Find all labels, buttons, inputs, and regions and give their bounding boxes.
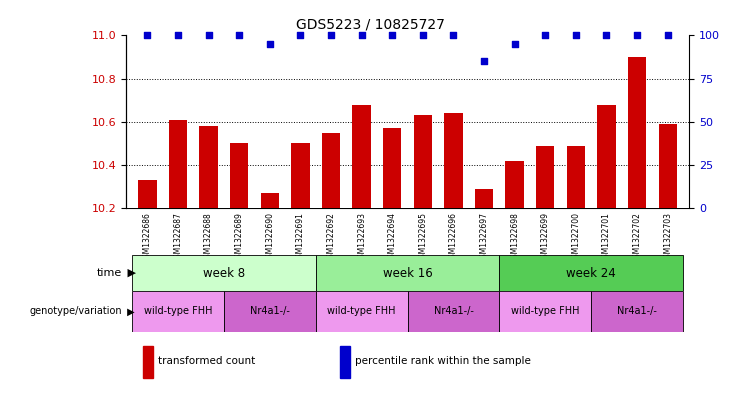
Text: Nr4a1-/-: Nr4a1-/- [433,307,473,316]
Bar [199,126,218,208]
Bar [143,346,153,378]
Bar [628,57,646,208]
Text: genotype/variation: genotype/variation [30,307,122,316]
Point [417,32,429,39]
Bar [445,113,462,208]
Point [509,41,521,47]
Text: week 16: week 16 [382,266,433,280]
Point [203,32,215,39]
Text: GSM1322692: GSM1322692 [327,212,336,263]
Point [662,32,674,39]
Point [142,32,153,39]
Bar [413,115,432,208]
Bar [132,255,316,291]
Bar [261,193,279,208]
Point [600,32,612,39]
Text: GSM1322697: GSM1322697 [479,212,488,263]
Text: percentile rank within the sample: percentile rank within the sample [355,356,531,365]
Point [478,58,490,64]
Text: GSM1322698: GSM1322698 [510,212,519,263]
Text: time: time [97,268,122,278]
Point [233,32,245,39]
Bar [340,346,350,378]
Text: GSM1322686: GSM1322686 [143,212,152,263]
Bar [316,255,499,291]
Text: GSM1322693: GSM1322693 [357,212,366,263]
Text: wild-type FHH: wild-type FHH [144,307,212,316]
Bar [322,132,340,208]
Bar [591,291,683,332]
Point [264,41,276,47]
Text: wild-type FHH: wild-type FHH [511,307,579,316]
Bar [132,291,224,332]
Point [631,32,643,39]
Bar [499,255,683,291]
Point [356,32,368,39]
Bar [659,124,677,208]
Text: week 8: week 8 [203,266,245,280]
Bar [383,128,402,208]
Text: ▶: ▶ [124,307,134,316]
Text: GSM1322690: GSM1322690 [265,212,274,263]
Bar [169,119,187,208]
Bar [224,291,316,332]
Text: GSM1322699: GSM1322699 [541,212,550,263]
Point [386,32,398,39]
Bar [597,105,616,208]
Point [539,32,551,39]
Text: GSM1322694: GSM1322694 [388,212,396,263]
Point [325,32,337,39]
Text: GSM1322691: GSM1322691 [296,212,305,263]
Bar [408,291,499,332]
Bar [139,180,156,208]
Bar [291,143,310,208]
Bar [536,145,554,208]
Bar [567,145,585,208]
Point [294,32,306,39]
Text: Nr4a1-/-: Nr4a1-/- [617,307,657,316]
Bar [475,189,494,208]
Point [570,32,582,39]
Bar [230,143,248,208]
Text: GSM1322687: GSM1322687 [173,212,182,263]
Point [448,32,459,39]
Text: GSM1322695: GSM1322695 [419,212,428,263]
Text: GSM1322702: GSM1322702 [633,212,642,263]
Text: GSM1322700: GSM1322700 [571,212,580,263]
Text: wild-type FHH: wild-type FHH [328,307,396,316]
Text: GSM1322701: GSM1322701 [602,212,611,263]
Text: week 24: week 24 [566,266,616,280]
Bar [316,291,408,332]
Text: GSM1322696: GSM1322696 [449,212,458,263]
Text: Nr4a1-/-: Nr4a1-/- [250,307,290,316]
Text: ▶: ▶ [124,268,136,278]
Bar [505,161,524,208]
Text: GSM1322689: GSM1322689 [235,212,244,263]
Text: GDS5223 / 10825727: GDS5223 / 10825727 [296,18,445,32]
Point [172,32,184,39]
Text: GSM1322703: GSM1322703 [663,212,672,263]
Bar [499,291,591,332]
Text: GSM1322688: GSM1322688 [204,212,213,263]
Bar [353,105,370,208]
Text: transformed count: transformed count [158,356,255,365]
